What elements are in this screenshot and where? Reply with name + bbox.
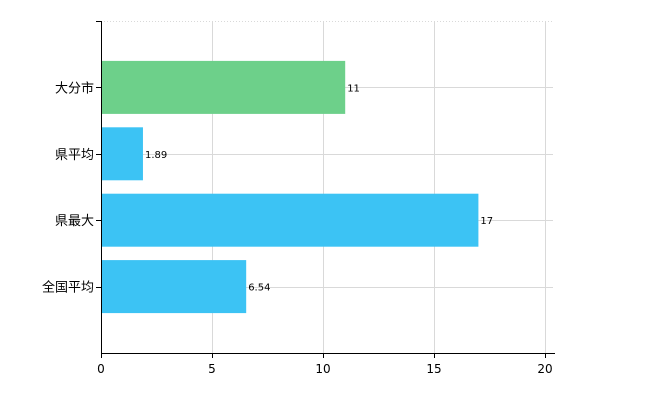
data-label: 11 (347, 83, 360, 94)
x-tick-label: 15 (426, 362, 441, 376)
data-label: 1.89 (145, 150, 167, 161)
bar (102, 193, 479, 247)
x-tick-label: 10 (315, 362, 330, 376)
bar (102, 60, 346, 114)
category-label: 県平均 (55, 148, 94, 163)
category-label: 大分市 (55, 80, 94, 96)
data-labels: 11 1.89 17 6.54 (145, 83, 493, 293)
category-label: 全国平均 (42, 280, 94, 296)
bar (102, 260, 247, 314)
x-tick-label: 20 (537, 362, 552, 376)
x-tick-label: 0 (97, 362, 105, 376)
axes (101, 21, 555, 354)
data-label: 17 (480, 216, 493, 227)
bar (102, 127, 143, 181)
x-axis-ticks: 0 5 10 15 20 (97, 353, 553, 376)
x-tick-label: 5 (208, 362, 216, 376)
bars (102, 60, 479, 314)
category-label: 県最大 (55, 214, 94, 229)
data-label: 6.54 (248, 283, 270, 294)
